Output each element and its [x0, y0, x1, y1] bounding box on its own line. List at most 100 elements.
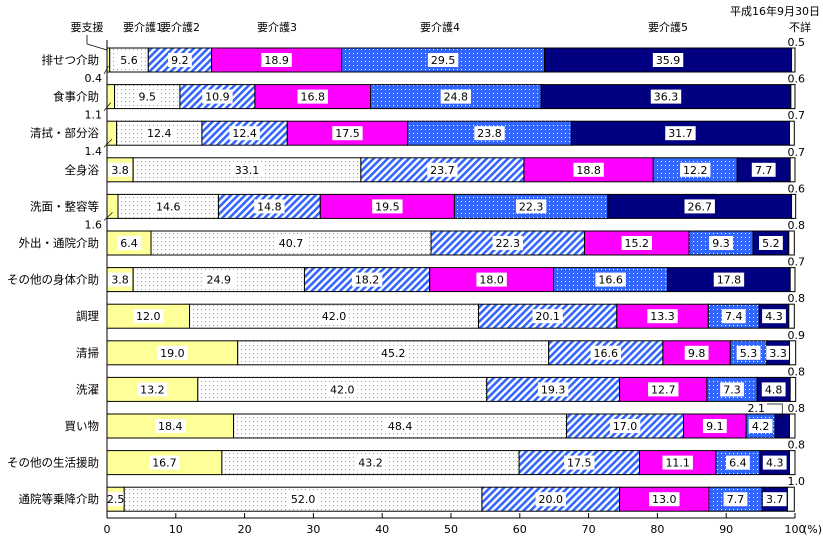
data-label: 42.0: [330, 383, 355, 396]
bar-row: その他の生活援助 16.7 43.2 17.5 11.1 6.4 4.3 0.8: [7, 439, 806, 476]
bar-segment: [788, 413, 796, 439]
data-label: 48.4: [388, 420, 413, 433]
data-label: 0.6: [788, 182, 806, 195]
data-label: 17.0: [613, 420, 638, 433]
data-label: 3.8: [111, 274, 129, 287]
data-label: 4.3: [766, 457, 784, 470]
data-label: 0.8: [788, 439, 806, 452]
data-label: 2.5: [107, 493, 125, 506]
data-label-bg: [231, 162, 263, 177]
data-label: 35.9: [656, 54, 681, 67]
data-label-bg: [137, 382, 168, 397]
data-label-bg: [535, 492, 566, 507]
data-label-bg: [702, 419, 727, 433]
data-label-leader: [103, 65, 109, 75]
data-label: 16.7: [152, 457, 177, 470]
data-label-bg: [748, 419, 773, 433]
data-label-bg: [378, 345, 409, 360]
data-label: 22.3: [519, 200, 544, 213]
x-tick-label: 90: [719, 523, 733, 536]
category-label: その他の生活援助: [7, 456, 99, 470]
data-label: 4.3: [765, 310, 783, 323]
data-label: 0.9: [788, 329, 806, 342]
category-label: その他の身体介助: [7, 273, 99, 287]
data-label: 18.8: [576, 164, 601, 177]
data-label-bg: [202, 89, 233, 104]
data-label: 9.5: [138, 91, 156, 104]
data-label-bg: [684, 199, 715, 214]
data-label: 20.1: [535, 310, 560, 323]
data-label-bg: [652, 53, 684, 67]
data-label-bg: [261, 53, 292, 67]
data-label: 31.7: [668, 127, 693, 140]
bar-segment: [788, 230, 795, 256]
data-label: 18.2: [355, 274, 380, 287]
data-label: 7.7: [755, 164, 773, 177]
data-label: 18.4: [158, 420, 183, 433]
category-label: 清拭・部分浴: [30, 126, 99, 140]
data-label-bg: [720, 382, 744, 397]
data-label: 24.9: [207, 274, 232, 287]
data-label-bg: [492, 236, 523, 250]
data-label: 22.3: [496, 237, 521, 250]
data-label: 5.6: [120, 54, 138, 67]
data-label: 12.0: [136, 310, 161, 323]
data-label: 0.7: [788, 109, 806, 122]
data-label: 0.7: [788, 146, 806, 159]
x-tick-label: 60: [513, 523, 527, 536]
bar-row: 全身浴 3.8 33.1 23.7 18.8 12.2 7.7 0.7: [65, 146, 806, 183]
data-label-bg: [759, 236, 783, 250]
data-label-bg: [355, 455, 386, 470]
series-label: 不詳: [789, 20, 811, 34]
x-tick-label: 40: [375, 523, 389, 536]
data-label: 23.7: [430, 164, 455, 177]
data-label-bg: [662, 455, 693, 470]
data-label-bg: [721, 309, 746, 324]
bar-segment: [106, 193, 119, 219]
data-label-bg: [515, 199, 547, 214]
data-label-bg: [203, 272, 234, 287]
data-label: 1.4: [85, 145, 103, 158]
data-label-bg: [254, 199, 285, 214]
bar-segment: [788, 120, 795, 146]
bar-row: 調理 12.0 42.0 20.1 13.3 7.4 4.3 0.8: [76, 292, 805, 329]
data-label-bg: [440, 89, 472, 104]
data-label: 0.8: [788, 365, 806, 378]
data-label: 5.3: [740, 347, 758, 360]
data-label-bg: [713, 272, 745, 287]
data-label: 1.1: [85, 109, 103, 122]
data-label: 10.9: [205, 91, 230, 104]
data-label: 23.8: [477, 127, 502, 140]
bar-segment: [341, 47, 546, 73]
data-label-bg: [649, 492, 680, 507]
bar-row: 通院等乗降介助 2.5 52.0 20.0 13.0 7.7 3.7 1.0: [19, 475, 806, 512]
data-label-bg: [609, 419, 641, 433]
x-tick-label: 70: [582, 523, 596, 536]
bar-row: 洗面・整容等 1.6 14.6 14.8 19.5 22.3 26.7 0.6: [30, 182, 805, 231]
category-label: 調理: [76, 309, 99, 323]
data-label: 36.3: [654, 91, 679, 104]
bar-segment: [106, 120, 118, 146]
bar-segment: [788, 340, 797, 366]
data-label: 7.4: [725, 310, 743, 323]
bar-segment: [607, 193, 793, 219]
bar-segment: [688, 230, 754, 256]
data-label-bg: [157, 345, 188, 360]
data-label-bg: [725, 455, 750, 470]
data-label: 1.0: [788, 475, 806, 488]
data-label-bg: [149, 455, 180, 470]
bar-segment: [789, 376, 797, 402]
data-label: 0.6: [788, 73, 806, 86]
data-label-bg: [351, 272, 383, 287]
category-label: 清掃: [76, 346, 99, 360]
category-label: 食事介助: [53, 90, 99, 104]
data-label-bg: [621, 236, 652, 250]
data-label-bg: [684, 345, 709, 360]
data-label: 45.2: [381, 347, 406, 360]
data-label-bg: [573, 162, 604, 177]
data-label: 0.8: [788, 219, 806, 232]
data-label-bg: [372, 199, 403, 214]
data-label: 5.2: [762, 237, 780, 250]
